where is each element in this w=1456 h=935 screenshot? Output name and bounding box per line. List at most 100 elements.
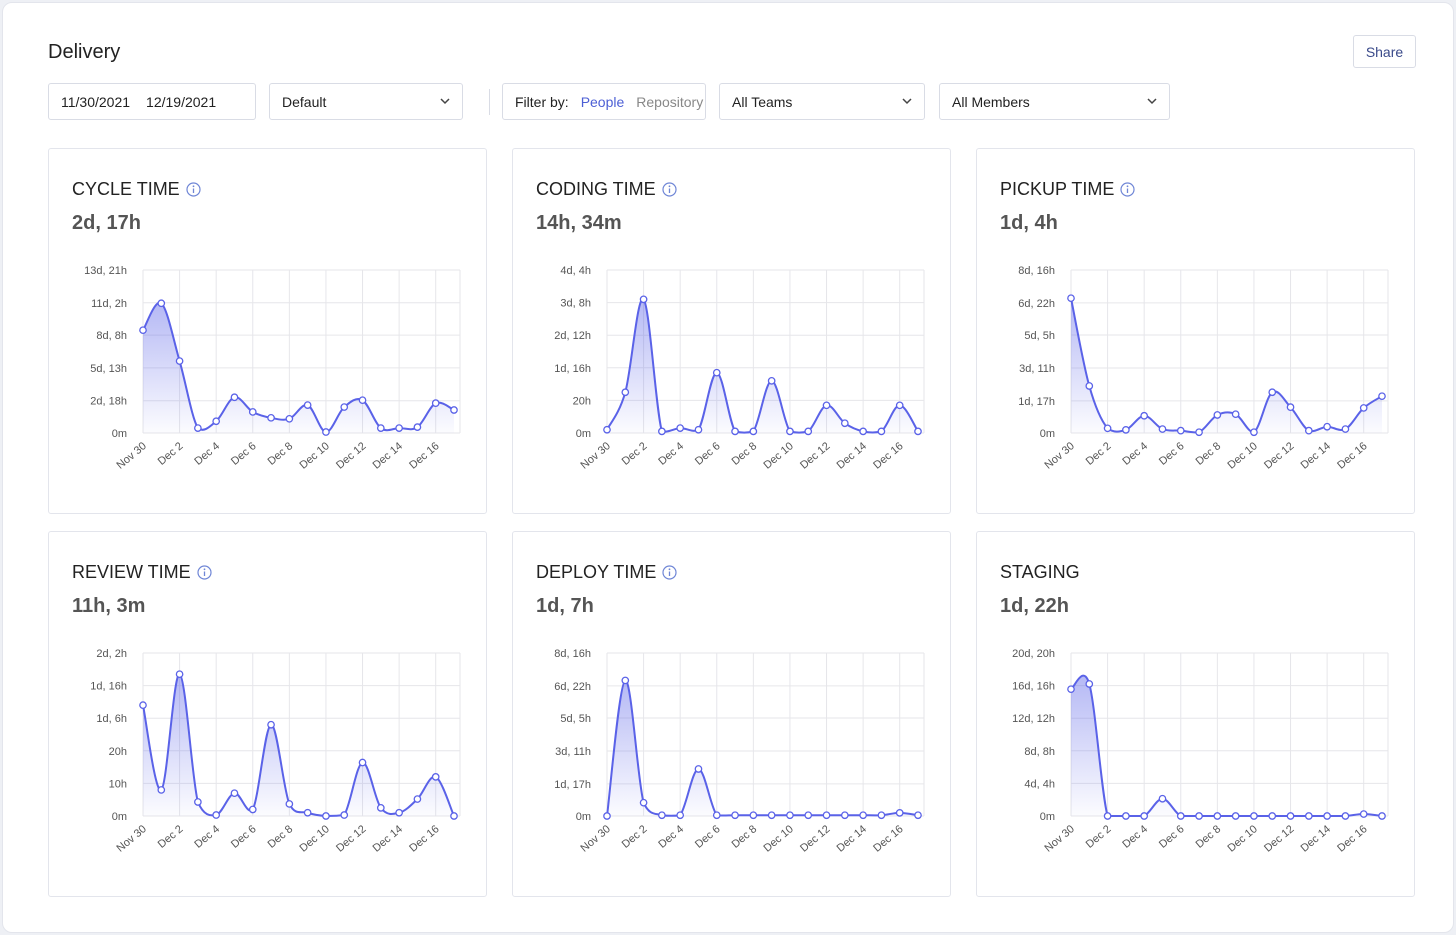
x-tick-label: Dec 4 (656, 440, 686, 468)
point (786, 427, 794, 436)
teams-select[interactable]: All Teams (719, 83, 925, 120)
x-tick-label: Dec 6 (1157, 440, 1187, 468)
members-select[interactable]: All Members (939, 83, 1170, 120)
point (285, 414, 294, 423)
point (322, 428, 330, 436)
info-icon (1120, 182, 1135, 197)
y-tick-label: 5d, 5h (560, 713, 591, 725)
point (712, 811, 721, 820)
point (376, 424, 385, 432)
x-tick-label: Dec 4 (192, 823, 222, 851)
card-title-text: DEPLOY TIME (536, 562, 657, 582)
x-tick-label: Dec 10 (1225, 440, 1259, 472)
point (1250, 812, 1258, 820)
teams-value: All Teams (732, 93, 793, 110)
point (1176, 812, 1185, 820)
chart: 0m 1d, 17h 3d, 11h 5d, 5h 6d, 22h 8d, 16h Nov … (554, 648, 925, 855)
point (859, 811, 867, 820)
point (175, 670, 184, 679)
point (1195, 812, 1203, 820)
point (1250, 428, 1258, 437)
y-tick-label: 1d, 6h (96, 713, 127, 725)
point (431, 773, 440, 781)
x-tick-label: Dec 14 (371, 440, 405, 472)
point (877, 811, 886, 820)
point (194, 798, 202, 806)
y-tick-label: 0m (112, 811, 127, 823)
point (1122, 812, 1130, 820)
chart: 0m 2d, 18h 5d, 13h 8d, 8h 11d, 2h 13d, 21h Nov… (84, 265, 461, 472)
card-summary: 11h, 3m (72, 595, 146, 617)
point (1085, 680, 1094, 688)
point (639, 798, 648, 807)
start-date: 11/30/2021 (61, 93, 131, 110)
line (1070, 298, 1383, 434)
point (450, 406, 458, 414)
point (230, 789, 239, 798)
x-tick-label: Dec 8 (1194, 823, 1224, 851)
x-tick-label: Dec 10 (761, 823, 795, 855)
share-button[interactable]: Share (1353, 35, 1416, 68)
point (139, 701, 147, 710)
y-tick-label: 10h (109, 778, 127, 790)
x-tick-label: Dec 16 (1335, 823, 1369, 855)
point (1122, 426, 1130, 434)
point (248, 805, 257, 814)
info-icon (662, 565, 677, 580)
point (1286, 403, 1295, 411)
info-icon (662, 182, 677, 197)
info-icon (197, 565, 212, 580)
y-tick-label: 5d, 13h (90, 363, 127, 375)
point (175, 357, 184, 365)
date-range[interactable]: 11/30/2021 12/19/2021 (48, 83, 256, 120)
point (1286, 812, 1295, 820)
point (694, 765, 703, 773)
x-tick-label: Dec 6 (1157, 823, 1187, 851)
x-tick-label: Dec 2 (620, 440, 650, 468)
filter-option[interactable]: People (580, 93, 625, 110)
preset-select[interactable]: Default (269, 83, 463, 120)
x-tick-label: Dec 16 (871, 440, 905, 472)
card-title: DEPLOY TIME (536, 562, 677, 583)
point (914, 811, 922, 820)
point (248, 408, 257, 416)
y-tick-label: 20d, 20h (1012, 648, 1055, 660)
info-dot (192, 185, 195, 188)
info-circle (186, 182, 201, 197)
info-dot (668, 568, 671, 571)
point (895, 401, 904, 410)
point (212, 811, 221, 819)
point (157, 786, 166, 794)
x-tick-label: Dec 10 (297, 823, 331, 855)
card-title-text: CYCLE TIME (72, 179, 180, 199)
card-summary: 1d, 7h (536, 595, 594, 617)
y-tick-label: 0m (1040, 428, 1055, 440)
x-tick-label: Dec 12 (334, 440, 368, 472)
point (340, 403, 349, 411)
metric-card: CYCLE TIME 2d, 17h 0m 2d, 18h 5d, 13h 8d, 8h 1… (48, 148, 487, 514)
point (1067, 294, 1075, 303)
point (914, 427, 922, 436)
point (139, 326, 147, 335)
point (1140, 812, 1149, 820)
point (413, 795, 422, 803)
filter-option[interactable]: Repository (636, 93, 704, 110)
x-tick-label: Dec 8 (1194, 440, 1224, 468)
x-tick-label: Dec 6 (229, 440, 259, 468)
x-tick-label: Nov 30 (115, 440, 149, 472)
point (731, 811, 739, 820)
x-tick-label: Dec 12 (1262, 440, 1296, 472)
point (658, 427, 666, 436)
x-tick-label: Nov 30 (1043, 440, 1077, 472)
point (1378, 812, 1386, 820)
y-tick-label: 6d, 22h (1018, 298, 1055, 310)
point (749, 811, 758, 820)
point (340, 811, 349, 819)
card-title-text: PICKUP TIME (1000, 179, 1115, 199)
point (676, 424, 685, 432)
y-tick-label: 13d, 21h (84, 265, 127, 277)
y-tick-label: 2d, 12h (554, 330, 591, 342)
point (749, 427, 758, 436)
